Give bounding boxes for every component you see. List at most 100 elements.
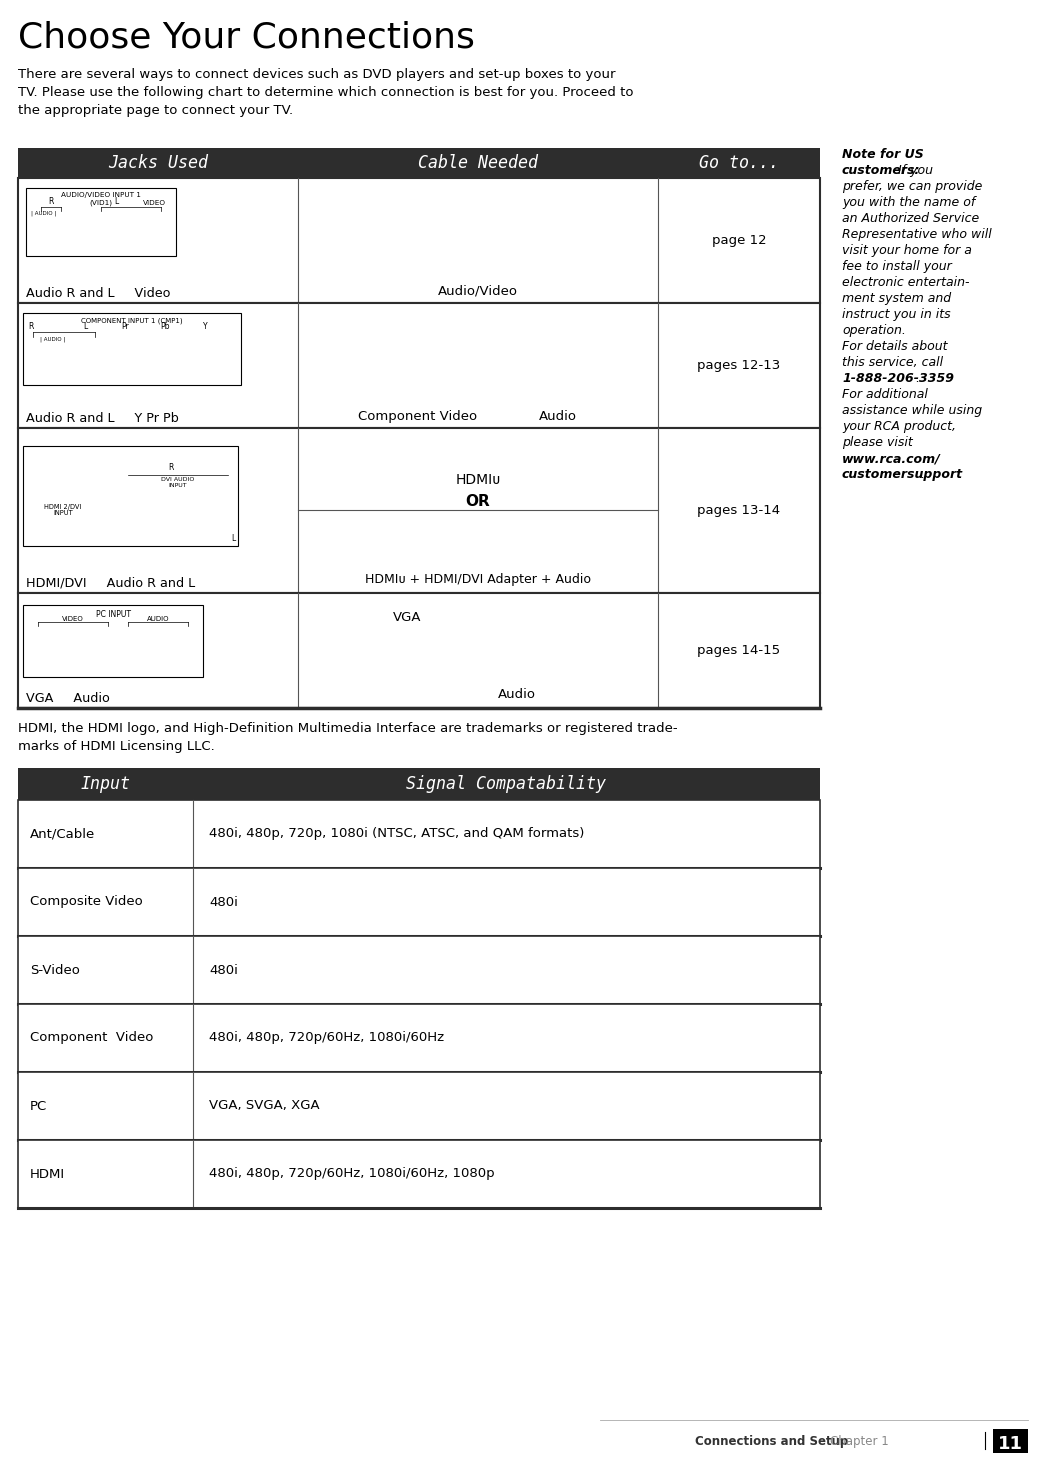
Text: 11: 11 — [998, 1436, 1023, 1453]
Text: For additional: For additional — [842, 388, 928, 401]
Text: electronic entertain-: electronic entertain- — [842, 275, 970, 289]
Text: pages 12-13: pages 12-13 — [698, 359, 780, 372]
Text: assistance while using: assistance while using — [842, 404, 982, 418]
Circle shape — [54, 636, 58, 640]
Text: VIDEO: VIDEO — [62, 615, 84, 623]
Text: ment system and: ment system and — [842, 292, 951, 305]
Text: Composite Video: Composite Video — [30, 895, 142, 908]
Text: COMPONENT INPUT 1 (CMP1): COMPONENT INPUT 1 (CMP1) — [82, 316, 183, 324]
Circle shape — [119, 353, 131, 365]
Text: customersupport: customersupport — [842, 467, 963, 481]
Text: Note for US: Note for US — [842, 148, 924, 161]
Text: please visit: please visit — [842, 437, 913, 448]
Text: HDMI: HDMI — [30, 1168, 65, 1181]
Bar — [23, 605, 203, 677]
Circle shape — [158, 475, 184, 501]
Bar — [18, 1072, 820, 1140]
Text: Pb: Pb — [160, 322, 169, 331]
Text: DVI AUDIO: DVI AUDIO — [161, 478, 195, 482]
Circle shape — [79, 353, 91, 365]
Bar — [18, 1140, 820, 1209]
Circle shape — [68, 655, 70, 658]
Text: Component  Video: Component Video — [30, 1031, 154, 1045]
Text: prefer, we can provide: prefer, we can provide — [842, 180, 982, 193]
Circle shape — [192, 346, 218, 372]
Text: www.rca.com/: www.rca.com/ — [842, 453, 940, 464]
Polygon shape — [31, 630, 113, 664]
Text: pages 14-15: pages 14-15 — [698, 645, 780, 656]
Circle shape — [72, 346, 98, 372]
Text: PC INPUT: PC INPUT — [95, 609, 131, 620]
Text: Chapter 1: Chapter 1 — [829, 1436, 889, 1447]
Text: Audio R and L     Video: Audio R and L Video — [26, 287, 170, 300]
Text: 480i, 480p, 720p/60Hz, 1080i/60Hz: 480i, 480p, 720p/60Hz, 1080i/60Hz — [209, 1031, 445, 1045]
Text: R: R — [48, 196, 53, 207]
Bar — [18, 303, 820, 428]
Text: HDMIᴜ: HDMIᴜ — [455, 473, 501, 486]
Text: HDMI/DVI     Audio R and L: HDMI/DVI Audio R and L — [26, 577, 196, 590]
Bar — [993, 1428, 1028, 1453]
Text: the appropriate page to connect your TV.: the appropriate page to connect your TV. — [18, 104, 293, 117]
Text: OR: OR — [465, 495, 491, 510]
Text: Cable Needed: Cable Needed — [418, 154, 538, 171]
Circle shape — [152, 642, 164, 653]
Text: For details about: For details about — [842, 340, 948, 353]
Text: R: R — [168, 463, 174, 472]
Text: Connections and Setup: Connections and Setup — [695, 1436, 848, 1447]
Bar — [18, 148, 820, 179]
Text: 480i: 480i — [209, 964, 237, 977]
Text: AUDIO: AUDIO — [146, 615, 169, 623]
Text: Audio: Audio — [498, 689, 536, 700]
Circle shape — [81, 636, 84, 640]
Text: instruct you in its: instruct you in its — [842, 308, 951, 321]
Circle shape — [54, 655, 58, 658]
Circle shape — [143, 223, 169, 248]
Text: Audio: Audio — [539, 410, 577, 423]
Text: | AUDIO |: | AUDIO | — [41, 335, 66, 341]
Text: 480i, 480p, 720p/60Hz, 1080i/60Hz, 1080p: 480i, 480p, 720p/60Hz, 1080i/60Hz, 1080p — [209, 1168, 495, 1181]
Bar — [18, 800, 820, 867]
Text: customers:: customers: — [842, 164, 920, 177]
Circle shape — [150, 229, 162, 242]
Bar — [18, 768, 820, 800]
Text: AUDIO/VIDEO INPUT 1: AUDIO/VIDEO INPUT 1 — [61, 192, 141, 198]
Bar — [18, 179, 820, 303]
Circle shape — [145, 634, 170, 661]
Text: L: L — [83, 322, 87, 331]
Text: L: L — [231, 535, 235, 544]
Text: Y: Y — [203, 322, 207, 331]
Bar — [18, 593, 820, 708]
Circle shape — [42, 655, 45, 658]
Bar — [18, 428, 820, 593]
Text: | AUDIO |: | AUDIO | — [31, 209, 56, 215]
Circle shape — [42, 646, 45, 649]
Text: Representative who will: Representative who will — [842, 229, 992, 242]
Text: 480i: 480i — [209, 895, 237, 908]
Text: VGA, SVGA, XGA: VGA, SVGA, XGA — [209, 1100, 320, 1112]
Text: visit your home for a: visit your home for a — [842, 245, 972, 256]
Text: (VID1): (VID1) — [90, 199, 113, 205]
Bar — [18, 867, 820, 936]
Bar — [23, 445, 238, 546]
Text: HDMI 2/DVI: HDMI 2/DVI — [44, 504, 82, 510]
Text: Choose Your Connections: Choose Your Connections — [18, 21, 475, 54]
Circle shape — [95, 229, 107, 242]
Circle shape — [88, 223, 114, 248]
Polygon shape — [35, 467, 91, 497]
Text: R: R — [28, 322, 33, 331]
Text: L: L — [114, 196, 118, 207]
Circle shape — [45, 229, 56, 242]
Text: HDMI, the HDMI logo, and High-Definition Multimedia Interface are trademarks or : HDMI, the HDMI logo, and High-Definition… — [18, 722, 678, 735]
Text: an Authorized Service: an Authorized Service — [842, 212, 979, 226]
Text: this service, call: this service, call — [842, 356, 943, 369]
Circle shape — [32, 346, 58, 372]
Bar — [23, 314, 241, 385]
Circle shape — [165, 482, 177, 494]
Text: operation.: operation. — [842, 324, 906, 337]
Text: .: . — [915, 372, 919, 385]
Circle shape — [159, 353, 170, 365]
Text: Audio R and L     Y Pr Pb: Audio R and L Y Pr Pb — [26, 412, 179, 425]
Text: HDMIᴜ + HDMI/DVI Adapter + Audio: HDMIᴜ + HDMI/DVI Adapter + Audio — [365, 573, 591, 586]
Text: Go to...: Go to... — [699, 154, 779, 171]
Text: pages 13-14: pages 13-14 — [698, 504, 780, 517]
